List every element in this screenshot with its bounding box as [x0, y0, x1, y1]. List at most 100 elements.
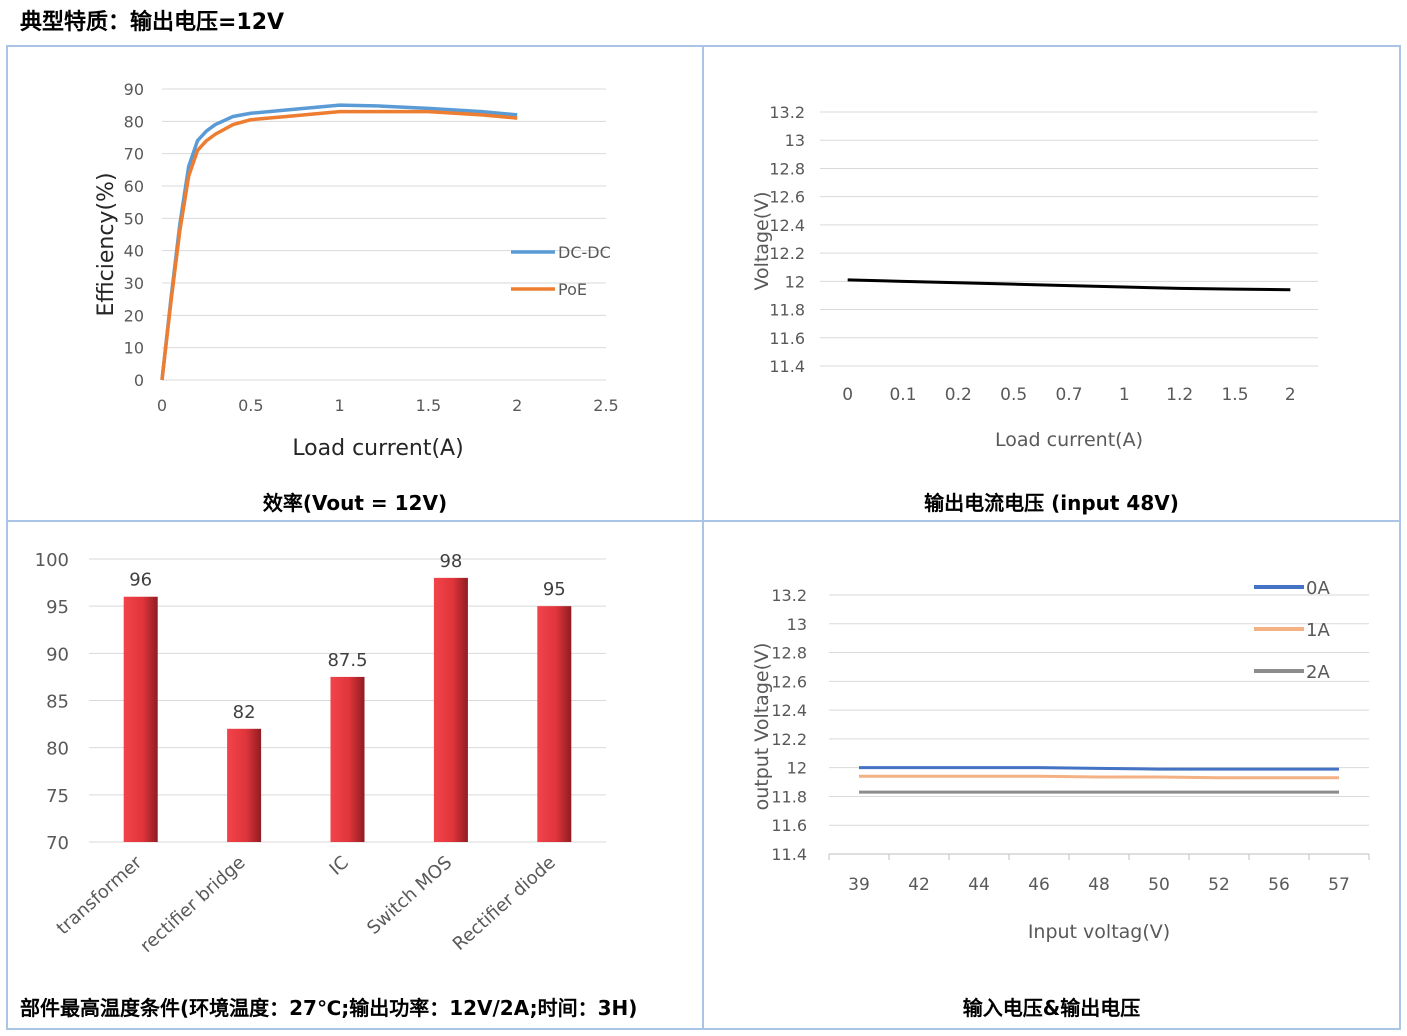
legend-label: PoE	[558, 280, 587, 299]
input-output-chart: 11.4 11.6 11.8 12 12.2 12.4 12.6 12.8 13 13.2 39 42…	[751, 578, 1370, 943]
efficiency-chart: 0 10 20 30 40 50 60 70 80 90 0 0.5 1 1.5 2 2.5 Load curr…	[94, 80, 619, 461]
series-line-poe	[160, 109, 518, 381]
load-voltage-panel: 11.4 11.6 11.8 12 12.2 12.4 12.6 12.8 13 13.2 0 0.1…	[702, 45, 1401, 522]
y-tick-label: 0	[134, 371, 144, 390]
x-axis-label: Load current(A)	[292, 436, 463, 461]
data-label: 98	[439, 551, 462, 572]
x-tick-label: transformer	[53, 852, 147, 939]
x-axis-label: Load current(A)	[995, 429, 1143, 451]
x-tick-label: 0.5	[1000, 385, 1027, 405]
y-tick-label: 13.2	[771, 586, 807, 605]
y-tick-label: 11.6	[771, 816, 807, 835]
y-tick-label: 12.2	[769, 244, 805, 263]
page-title: 典型特质：输出电压=12V	[20, 10, 285, 35]
y-tick-label: 90	[46, 644, 69, 665]
y-tick-label: 11.4	[769, 357, 805, 376]
bar-ic	[330, 676, 365, 842]
legend-label: 2A	[1306, 662, 1330, 683]
legend-label: 1A	[1306, 620, 1330, 641]
x-tick-label: 48	[1088, 875, 1110, 895]
y-tick-label: 20	[124, 306, 144, 325]
y-tick-label: 11.8	[769, 301, 805, 320]
y-tick-label: 12.8	[769, 159, 805, 178]
x-tick-label: Switch MOS	[363, 852, 456, 939]
x-tick-label: 1.2	[1166, 385, 1193, 405]
x-tick-label: IC	[325, 852, 352, 880]
efficiency-caption: 效率(Vout = 12V)	[262, 491, 448, 515]
bar-rectifier-diode	[537, 606, 572, 842]
y-tick-label: 12.2	[771, 730, 807, 749]
y-tick-label: 70	[46, 833, 69, 854]
y-tick-label: 12.4	[769, 216, 805, 235]
temperature-caption: 部件最高温度条件(环境温度：27℃;输出功率：12V/2A;时间：3H)	[20, 996, 638, 1020]
temperature-chart: 70 75 80 85 90 95 100 96 transformer 82 rectifier …	[35, 550, 606, 957]
y-tick-label: 50	[124, 209, 144, 228]
y-tick-label: 12	[785, 272, 805, 291]
y-tick-label: 12.6	[769, 188, 805, 207]
x-tick-label: 0.1	[889, 385, 916, 405]
y-tick-label: 10	[124, 339, 144, 358]
x-tick-label: 0.5	[238, 396, 263, 415]
y-tick-label: 100	[35, 550, 69, 571]
y-tick-label: 80	[46, 739, 69, 760]
input-output-caption: 输入电压&输出电压	[962, 996, 1141, 1020]
y-tick-label: 12.6	[771, 672, 807, 691]
x-tick-label: 56	[1268, 875, 1290, 895]
load-voltage-caption: 输出电流电压 (input 48V)	[924, 491, 1179, 515]
x-tick-label: 1	[335, 396, 345, 415]
x-tick-label: 2	[512, 396, 522, 415]
data-label: 82	[233, 702, 256, 723]
y-tick-label: 85	[46, 692, 69, 713]
x-tick-label: 1	[1119, 385, 1130, 405]
x-tick-label: rectifier bridge	[136, 852, 249, 957]
bar-switch-mos	[433, 577, 468, 842]
y-tick-label: 11.4	[771, 845, 807, 864]
x-tick-label: 42	[908, 875, 930, 895]
data-label: 87.5	[327, 650, 367, 671]
y-tick-label: 80	[124, 112, 144, 131]
x-tick-label: 44	[968, 875, 990, 895]
legend-label: DC-DC	[558, 243, 611, 262]
y-tick-label: 12	[787, 759, 807, 778]
x-axis-label: Input voltag(V)	[1028, 921, 1170, 943]
y-tick-label: 95	[46, 597, 69, 618]
data-label: 96	[129, 570, 152, 591]
x-tick-label: 39	[848, 875, 870, 895]
y-tick-label: 30	[124, 274, 144, 293]
x-tick-label: 1.5	[416, 396, 441, 415]
x-tick-label: 2.5	[593, 396, 618, 415]
series-line-dc-dc	[160, 103, 518, 381]
x-tick-label: 0.7	[1055, 385, 1082, 405]
x-tick-label: 46	[1028, 875, 1050, 895]
y-tick-label: 12.8	[771, 644, 807, 663]
efficiency-panel: 0 10 20 30 40 50 60 70 80 90 0 0.5 1 1.5 2 2.5 Load curr…	[6, 45, 704, 522]
x-tick-label: 50	[1148, 875, 1170, 895]
x-tick-label: Rectifier diode	[449, 852, 560, 955]
y-axis-label: Voltage(V)	[751, 191, 773, 290]
y-tick-label: 13	[785, 131, 805, 150]
x-tick-label: 1.5	[1221, 385, 1248, 405]
series-line-0a	[859, 766, 1339, 771]
bar-transformer	[123, 596, 158, 842]
series-line-1a	[859, 774, 1339, 780]
x-tick-label: 52	[1208, 875, 1230, 895]
x-tick-label: 2	[1285, 385, 1296, 405]
x-tick-label: 0	[157, 396, 167, 415]
y-tick-label: 11.8	[771, 787, 807, 806]
temperature-panel: 70 75 80 85 90 95 100 96 transformer 82 rectifier …	[6, 520, 704, 1030]
y-tick-label: 40	[124, 242, 144, 261]
y-axis-label: output Voltage(V)	[751, 643, 773, 811]
y-tick-label: 90	[124, 80, 144, 99]
bar-rectifier-bridge	[227, 728, 262, 842]
y-tick-label: 11.6	[769, 329, 805, 348]
y-tick-label: 70	[124, 145, 144, 164]
data-label: 95	[543, 579, 566, 600]
x-tick-label: 0	[842, 385, 853, 405]
y-axis-label: Efficiency(%)	[94, 172, 119, 316]
y-tick-label: 75	[46, 786, 69, 807]
y-tick-label: 13.2	[769, 103, 805, 122]
legend-label: 0A	[1306, 578, 1330, 599]
y-tick-label: 13	[787, 615, 807, 634]
series-line	[847, 278, 1291, 292]
